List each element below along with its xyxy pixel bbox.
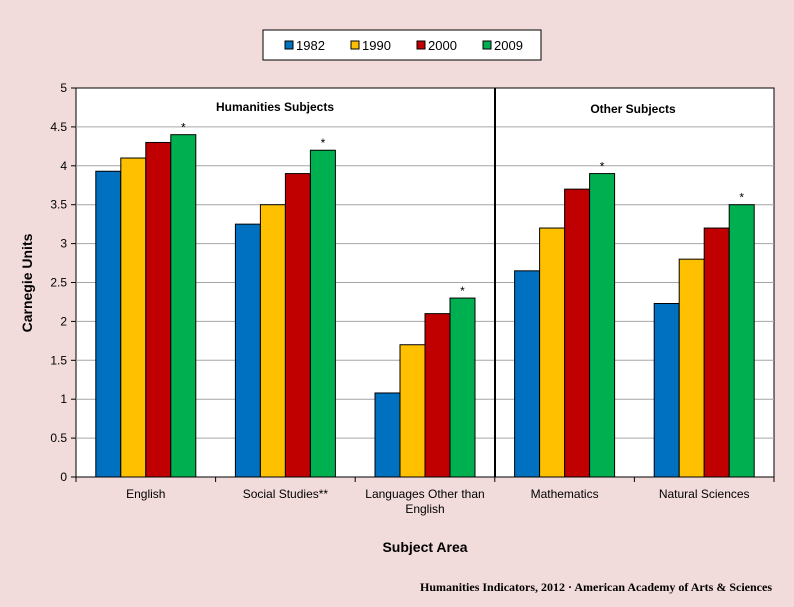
significance-star: * <box>321 136 326 150</box>
group-title-humanities: Humanities Subjects <box>216 100 334 114</box>
y-axis: 0 0.5 1 1.5 2 2.5 3 3.5 4 4.5 5 <box>50 81 76 484</box>
bar-1990 <box>259 204 286 478</box>
legend-label-2009: 2009 <box>494 38 523 53</box>
bar-2009 <box>728 204 755 478</box>
legend-swatch-2009 <box>482 40 492 50</box>
legend-swatch-1990 <box>350 40 360 50</box>
y-tick-label: 0 <box>60 470 67 484</box>
bar-1990 <box>539 227 566 478</box>
bar-2009 <box>309 149 336 478</box>
y-tick-label: 2 <box>60 314 67 328</box>
y-tick-label: 3 <box>60 237 67 251</box>
x-tick-label: Social Studies** <box>243 487 329 501</box>
legend-swatch-1982 <box>284 40 294 50</box>
y-tick-label: 3.5 <box>50 198 67 212</box>
bar-2000 <box>145 141 172 478</box>
y-tick-label: 5 <box>60 81 67 95</box>
y-tick-label: 0.5 <box>50 431 67 445</box>
x-tick-label: English <box>405 502 444 516</box>
legend-swatch-2000 <box>416 40 426 50</box>
x-tick-label: Languages Other than <box>365 487 484 501</box>
bar-2009 <box>170 134 197 478</box>
x-tick-label: Mathematics <box>531 487 599 501</box>
legend-frame <box>262 29 542 61</box>
bar-1982 <box>95 170 122 478</box>
source-credit: Humanities Indicators, 2012 · American A… <box>420 580 772 594</box>
bar-1982 <box>653 303 680 478</box>
bar-1990 <box>399 344 426 478</box>
significance-star: * <box>739 191 744 205</box>
significance-star: * <box>600 160 605 174</box>
legend-label-1990: 1990 <box>362 38 391 53</box>
x-tick-label: Natural Sciences <box>659 487 750 501</box>
bar-2009 <box>589 173 616 478</box>
y-tick-label: 1.5 <box>50 353 67 367</box>
bar-1990 <box>678 258 705 478</box>
bars <box>95 134 755 478</box>
x-axis: English Social Studies** Languages Other t… <box>75 477 775 516</box>
bar-2000 <box>424 313 451 478</box>
bar-2000 <box>703 227 730 478</box>
x-tick-label: English <box>126 487 165 501</box>
bar-1990 <box>120 157 147 478</box>
bar-1982 <box>514 270 541 478</box>
significance-star: * <box>181 121 186 135</box>
x-axis-title: Subject Area <box>382 539 467 555</box>
y-tick-label: 1 <box>60 392 67 406</box>
bar-2009 <box>449 297 476 478</box>
y-tick-label: 4.5 <box>50 120 67 134</box>
legend: 1982 1990 2000 2009 <box>262 29 542 61</box>
legend-label-1982: 1982 <box>296 38 325 53</box>
y-tick-label: 2.5 <box>50 276 67 290</box>
legend-label-2000: 2000 <box>428 38 457 53</box>
y-axis-title: Carnegie Units <box>19 233 35 332</box>
bar-1982 <box>234 223 261 478</box>
y-tick-label: 4 <box>60 159 67 173</box>
bar-1982 <box>374 392 401 478</box>
significance-markers: * * * * * <box>181 121 744 298</box>
bar-2000 <box>284 173 311 478</box>
bar-2000 <box>564 188 591 478</box>
group-title-other: Other Subjects <box>590 102 676 116</box>
significance-star: * <box>460 284 465 298</box>
